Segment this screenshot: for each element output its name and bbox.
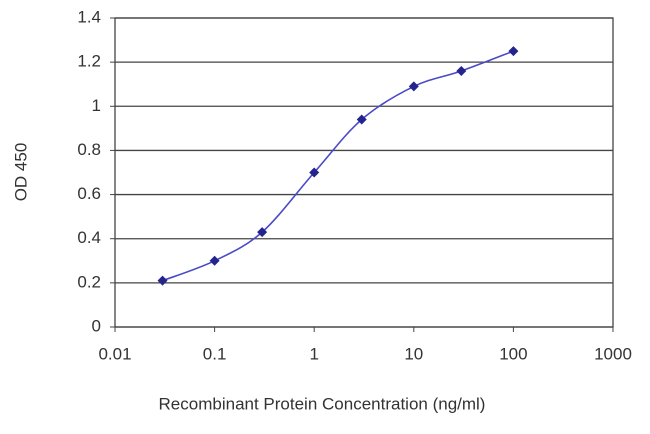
y-tick-label: 0.8 <box>77 140 101 159</box>
y-tick-label: 1.2 <box>77 52 101 71</box>
data-point <box>408 81 419 92</box>
data-point <box>309 167 320 178</box>
x-tick-label: 0.01 <box>98 344 131 363</box>
x-tick-label: 100 <box>499 344 527 363</box>
plot-area <box>114 17 614 328</box>
x-tick-label: 1 <box>309 344 318 363</box>
y-tick-label: 0.6 <box>77 184 101 203</box>
data-point <box>508 46 519 57</box>
y-tick-label: 1.4 <box>77 7 101 26</box>
data-point <box>456 65 467 76</box>
x-tick-label: 0.1 <box>203 344 227 363</box>
y-tick-label: 1 <box>92 96 101 115</box>
data-line <box>162 50 514 282</box>
data-point <box>257 227 268 238</box>
x-tick-label: 1000 <box>594 344 632 363</box>
y-tick-label: 0.4 <box>77 228 101 247</box>
y-axis-label: OD 450 <box>11 143 30 202</box>
x-axis-label: Recombinant Protein Concentration (ng/ml… <box>159 394 486 413</box>
data-point <box>157 275 168 286</box>
data-point <box>356 114 367 125</box>
data-point <box>209 255 220 266</box>
x-tick-label: 10 <box>404 344 423 363</box>
y-tick-label: 0 <box>92 316 101 335</box>
y-tick-label: 0.2 <box>77 272 101 291</box>
